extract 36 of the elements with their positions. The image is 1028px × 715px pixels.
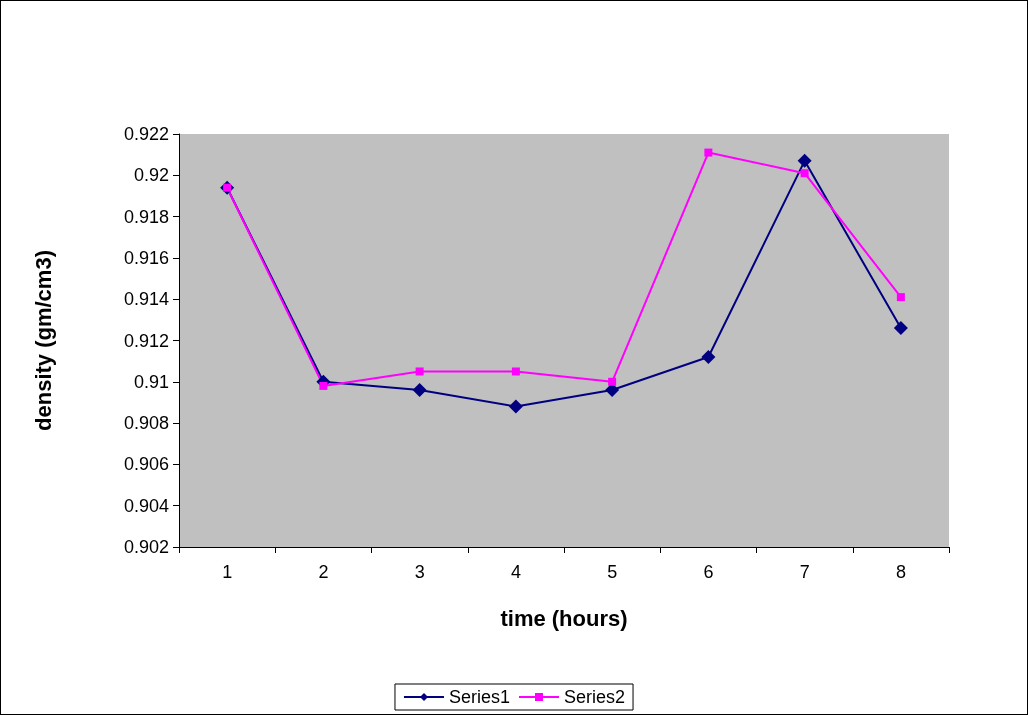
y-tick-label: 0.92: [133, 165, 169, 186]
y-tick-label: 0.916: [123, 247, 169, 268]
point: [896, 293, 905, 302]
y-tick-label: 0.904: [123, 495, 169, 516]
legend-label: Series1: [448, 687, 510, 707]
point: [701, 350, 716, 365]
point: [608, 377, 617, 386]
y-axis-title: density (gm/cm3): [30, 250, 56, 431]
y-tick-label: 0.912: [123, 330, 169, 351]
point: [605, 383, 620, 398]
point: [511, 367, 520, 376]
x-tick-label: 6: [703, 562, 714, 582]
x-tick-label: 2: [318, 562, 329, 582]
y-tick-label: 0.908: [123, 413, 169, 434]
y-tick-label: 0.922: [123, 124, 169, 144]
x-tick-label: 7: [799, 562, 810, 582]
y-tick-label: 0.906: [123, 454, 169, 475]
point: [797, 153, 812, 168]
point: [412, 383, 427, 398]
legend-label: Series2: [564, 687, 626, 707]
x-tick-label: 4: [510, 562, 521, 582]
x-tick-label: 5: [607, 562, 618, 582]
point: [319, 381, 328, 390]
x-axis-title: time (hours): [500, 605, 628, 631]
point: [800, 169, 809, 178]
x-tick-label: 3: [414, 562, 425, 582]
x-tick-label: 8: [895, 562, 906, 582]
y-tick-label: 0.914: [123, 289, 169, 310]
y-tick-label: 0.902: [123, 537, 169, 557]
point: [893, 321, 908, 336]
y-tick-label: 0.918: [123, 206, 169, 227]
point: [415, 367, 424, 376]
point: [508, 399, 523, 414]
y-tick-label: 0.91: [133, 371, 169, 392]
point: [704, 148, 713, 157]
x-tick-label: 1: [222, 562, 233, 582]
